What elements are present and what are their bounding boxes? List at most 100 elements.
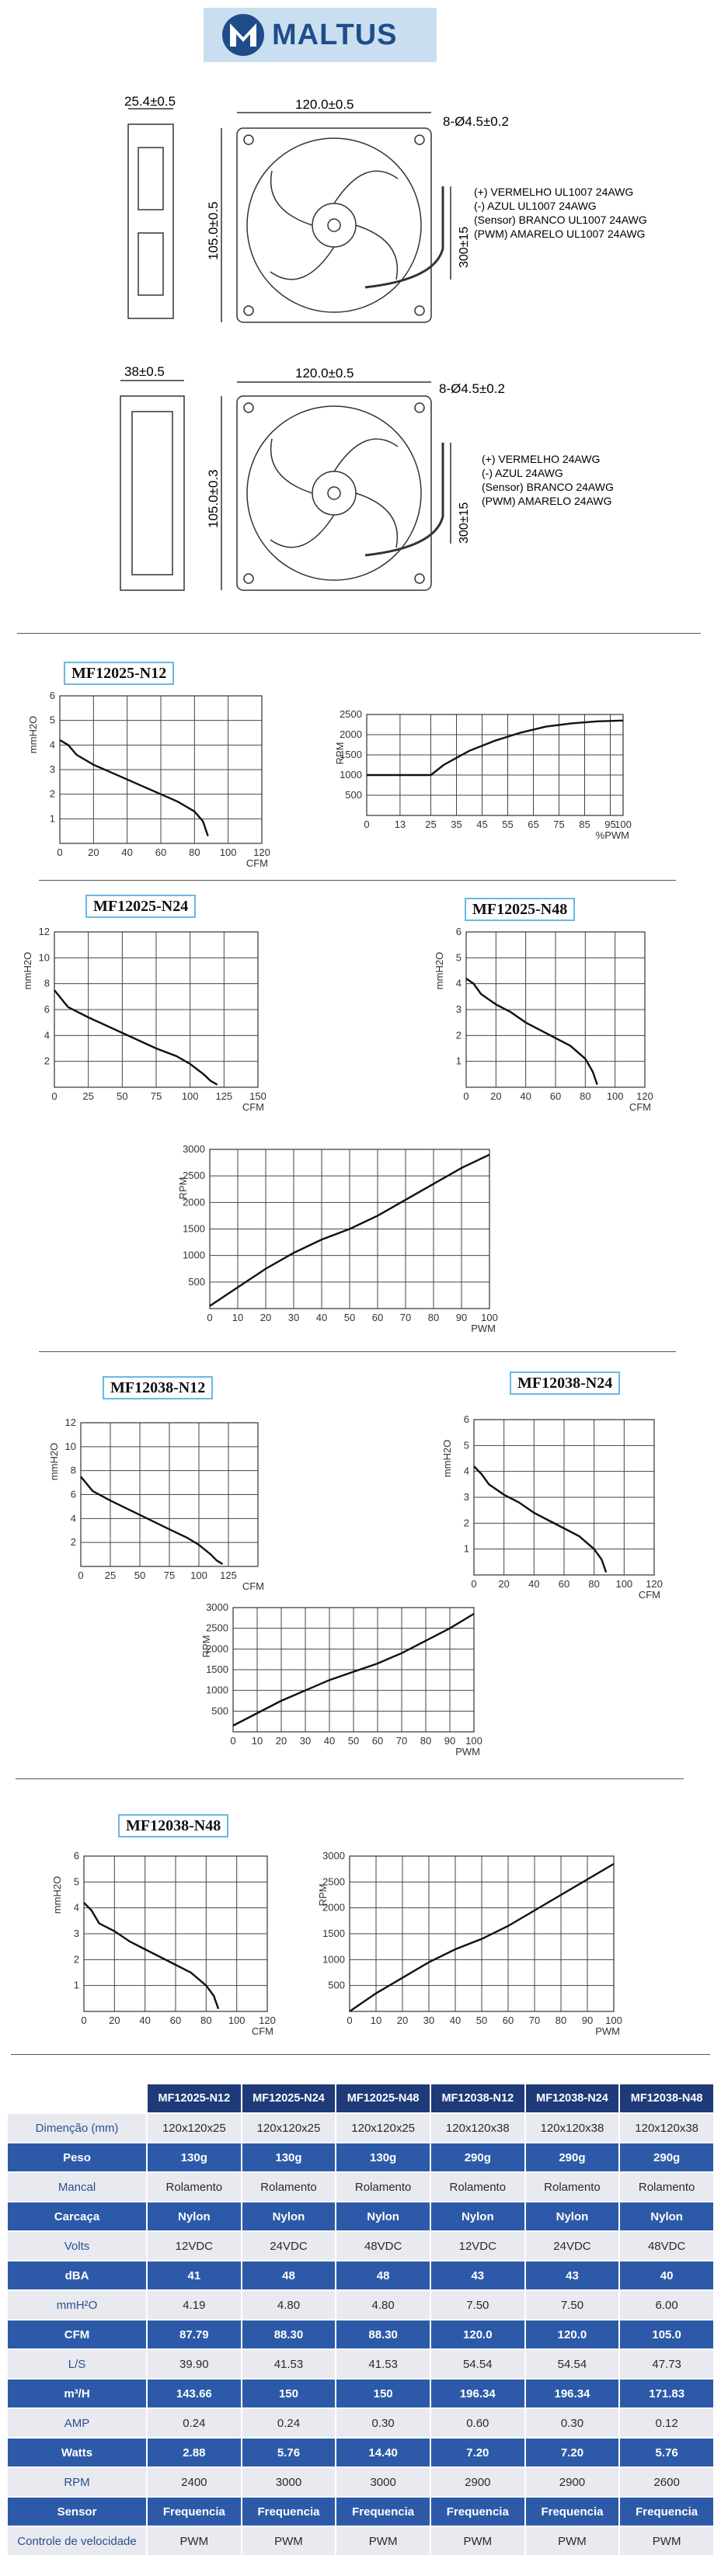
- table-cell: 87.79: [148, 2320, 241, 2348]
- plot-frame: [465, 931, 646, 1088]
- y-tick-label: 2500: [322, 1876, 345, 1887]
- table-cell: 2400: [148, 2468, 241, 2496]
- table-cell: Frequencia: [430, 2498, 524, 2526]
- series-line: [83, 1902, 220, 2010]
- table-cell: 0.24: [148, 2409, 241, 2437]
- table-row: Controle de velocidade PWM PWM PWM PWM PWM PWM: [8, 2527, 713, 2555]
- x-tick-label: 120: [253, 846, 270, 858]
- table-cell: Frequencia: [148, 2498, 241, 2526]
- x-tick-label: 80: [420, 1735, 431, 1747]
- x-tick-label: 40: [316, 1312, 327, 1323]
- y-tick-label: 4: [44, 1029, 50, 1041]
- table-row: mmH²O 4.19 4.80 4.80 7.50 7.50 6.00: [8, 2291, 713, 2319]
- y-tick-label: 6: [464, 1413, 469, 1425]
- header-blank: [8, 2084, 146, 2112]
- y-tick-label: 10: [65, 1441, 76, 1452]
- x-tick-label: 100: [481, 1312, 498, 1323]
- x-tick-label: 10: [252, 1735, 263, 1747]
- x-tick-label: 60: [155, 846, 166, 858]
- table-cell: PWM: [620, 2527, 713, 2555]
- y-tick-label: 3000: [183, 1143, 205, 1155]
- header-cell: MF12038-N24: [525, 2084, 619, 2112]
- y-tick-label: 500: [211, 1705, 228, 1716]
- table-cell: 120x120x25: [336, 2114, 430, 2142]
- table-row: m³/H 143.66 150 150 196.34 196.34 171.83: [8, 2380, 713, 2407]
- y-axis-label: mmH2O: [435, 952, 445, 989]
- table-cell: 48VDC: [620, 2232, 713, 2260]
- x-tick-label: 25: [425, 819, 436, 830]
- x-tick-label: 50: [117, 1090, 127, 1102]
- y-tick-label: 5: [456, 951, 462, 963]
- series-line: [473, 1465, 608, 1573]
- y-tick-label: 3: [456, 1003, 462, 1015]
- x-tick-label: 80: [588, 1578, 599, 1590]
- table-cell: 14.40: [336, 2439, 430, 2466]
- y-tick-label: 2: [464, 1517, 469, 1528]
- x-tick-label: 45: [476, 819, 487, 830]
- table-cell: 2600: [620, 2468, 713, 2496]
- table-cell: 171.83: [620, 2380, 713, 2407]
- table-cell: 2900: [430, 2468, 524, 2496]
- x-tick-label: 40: [450, 2015, 461, 2026]
- table-cell: 120x120x38: [620, 2114, 713, 2142]
- y-tick-label: 2000: [206, 1643, 228, 1654]
- model-label: MF12038-N24: [510, 1371, 621, 1395]
- wire-4: (PWM) AMARELO 24AWG: [482, 495, 612, 507]
- y-tick-label: 1500: [340, 749, 362, 760]
- y-tick-label: 1000: [322, 1953, 345, 1965]
- table-cell: 2.88: [148, 2439, 241, 2466]
- table-cell: 41: [148, 2261, 241, 2289]
- table-cell: 0.60: [430, 2409, 524, 2437]
- row-label: AMP: [8, 2409, 146, 2437]
- table-row: dBA 41 48 48 43 43 40: [8, 2261, 713, 2289]
- y-tick-label: 1000: [340, 769, 362, 780]
- plot-frame: [83, 1855, 268, 2012]
- table-cell: Nylon: [336, 2202, 430, 2230]
- x-tick-label: 80: [556, 2015, 566, 2026]
- table-cell: 7.20: [430, 2439, 524, 2466]
- x-tick-label: 30: [423, 2015, 434, 2026]
- y-axis-label: mmH2O: [27, 716, 39, 753]
- table-cell: 5.76: [242, 2439, 336, 2466]
- table-cell: 41.53: [336, 2350, 430, 2378]
- y-axis-label: mmH2O: [441, 1440, 453, 1477]
- x-tick-label: 0: [463, 1090, 468, 1102]
- series-line: [54, 989, 218, 1086]
- x-tick-label: 100: [220, 846, 237, 858]
- y-tick-label: 3: [50, 763, 55, 775]
- x-tick-label: 20: [109, 2015, 120, 2026]
- grid: [232, 1607, 475, 1732]
- table-cell: PWM: [242, 2527, 336, 2555]
- x-tick-label: 20: [276, 1735, 287, 1747]
- row-label: dBA: [8, 2261, 146, 2289]
- table-cell: 6.00: [620, 2291, 713, 2319]
- fan-drawing-38mm: 38±0.5 120.0±0.5 8-Ø4.5±0.2 105.0±0.3 30…: [120, 365, 614, 591]
- table-cell: Rolamento: [148, 2173, 241, 2201]
- x-tick-label: 90: [456, 1312, 467, 1323]
- table-cell: Nylon: [242, 2202, 336, 2230]
- x-axis-label: CFM: [629, 1101, 651, 1113]
- table-cell: 47.73: [620, 2350, 713, 2378]
- x-tick-label: 100: [615, 819, 632, 830]
- brand-name: MALTUS: [272, 19, 398, 51]
- y-tick-label: 4: [71, 1512, 76, 1524]
- wire-1: (+) VERMELHO UL1007 24AWG: [474, 186, 633, 198]
- table-row: Mancal Rolamento Rolamento Rolamento Rolamen…: [8, 2173, 713, 2201]
- y-tick-label: 8: [71, 1465, 76, 1476]
- table-cell: 130g: [336, 2143, 430, 2171]
- table-cell: 120x120x25: [148, 2114, 241, 2142]
- header-cell: MF12025-N48: [336, 2084, 430, 2112]
- table-cell: 12VDC: [430, 2232, 524, 2260]
- table-row: L/S 39.90 41.53 41.53 54.54 54.54 47.73: [8, 2350, 713, 2378]
- y-tick-label: 8: [44, 978, 50, 989]
- x-tick-label: 0: [207, 1312, 212, 1323]
- table-cell: 43: [525, 2261, 619, 2289]
- y-tick-label: 2500: [206, 1622, 228, 1634]
- x-tick-label: 125: [215, 1090, 232, 1102]
- grid: [473, 1419, 655, 1575]
- x-tick-label: 30: [288, 1312, 299, 1323]
- x-tick-label: 20: [260, 1312, 271, 1323]
- grid: [54, 931, 259, 1087]
- x-axis-label: PWM: [595, 2025, 620, 2037]
